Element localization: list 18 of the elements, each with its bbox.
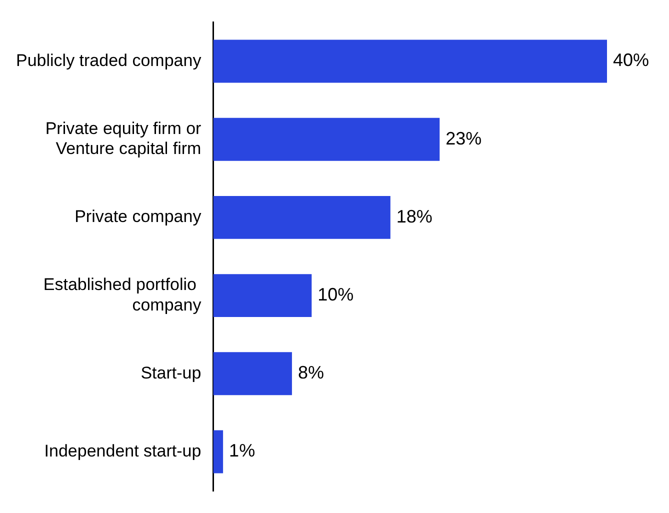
bar	[213, 118, 440, 161]
y-tick-label: Independent start-up	[44, 441, 202, 460]
data-label: 18%	[396, 206, 432, 226]
y-tick-label: Start-up	[140, 363, 202, 382]
bar	[213, 352, 292, 396]
y-tick-label: Publicly traded company	[16, 50, 202, 70]
y-tick-label: Established portfolio company	[43, 275, 202, 314]
y-tick-label: Private company	[74, 207, 202, 226]
bar	[213, 196, 390, 239]
data-label: 40%	[613, 50, 650, 70]
data-label: 23%	[446, 128, 482, 148]
bar	[213, 430, 224, 474]
bar	[213, 40, 607, 83]
data-label: 10%	[318, 284, 354, 305]
bar	[213, 274, 312, 318]
data-label: 1%	[229, 440, 256, 461]
y-tick-label: Private equity firm or Venture capital firm	[45, 118, 202, 158]
data-label: 8%	[298, 362, 324, 383]
